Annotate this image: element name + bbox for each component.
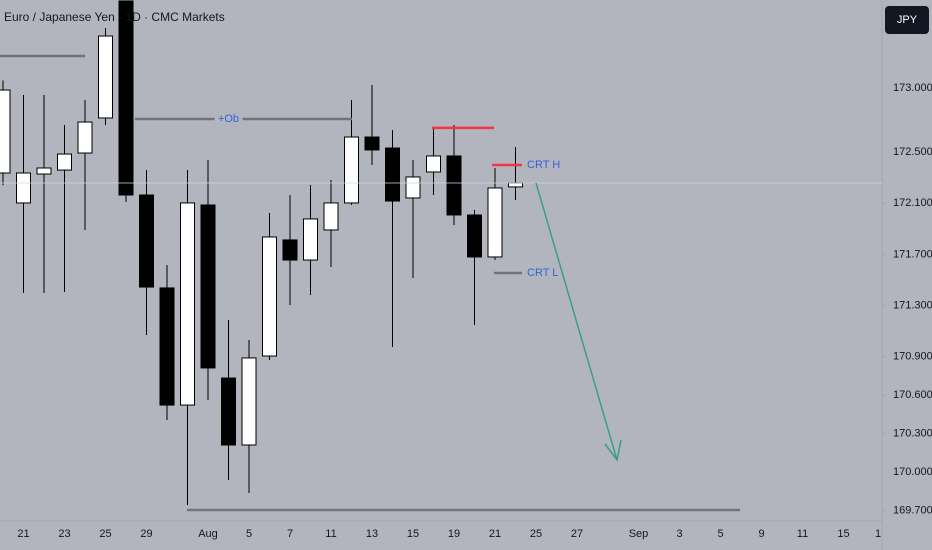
chart-title: Euro / Japanese Yen · 1D · CMC Markets xyxy=(4,10,225,24)
y-tick-label: 171.300 xyxy=(893,300,932,312)
x-tick-label: 11 xyxy=(325,528,336,540)
x-tick-label: 5 xyxy=(246,528,252,540)
x-tick-label: 21 xyxy=(489,528,501,540)
x-tick-label: 21 xyxy=(17,528,29,540)
candle-body xyxy=(364,136,380,151)
candle-body xyxy=(487,187,503,258)
x-tick-label: 7 xyxy=(287,528,293,540)
candle-body xyxy=(344,136,359,204)
x-tick-label: Sep xyxy=(629,528,649,540)
x-tick-label: 5 xyxy=(717,528,723,540)
y-tick-label: 171.700 xyxy=(893,248,932,260)
x-tick-label: 13 xyxy=(366,528,378,540)
candle-body xyxy=(139,194,154,288)
candle-body xyxy=(77,121,93,154)
arrow xyxy=(535,182,622,462)
candle-body xyxy=(385,147,400,202)
candle-body xyxy=(446,155,462,216)
y-tick-label: 170.900 xyxy=(893,351,932,363)
candle-body xyxy=(0,89,11,174)
x-tick-label: Aug xyxy=(198,528,218,540)
candle-body xyxy=(508,182,523,188)
currency-label: JPY xyxy=(897,14,918,26)
y-tick-label: 170.300 xyxy=(893,428,932,440)
candle-body xyxy=(405,176,421,199)
y-tick-label: 170.000 xyxy=(893,466,932,478)
candle-body xyxy=(200,204,216,369)
level-label: +Ob xyxy=(218,113,239,125)
candle-body xyxy=(282,239,298,261)
x-tick-label: 15 xyxy=(407,528,419,540)
x-tick-label: 23 xyxy=(58,528,70,540)
x-tick-label: 25 xyxy=(530,528,542,540)
candle-body xyxy=(36,167,52,175)
x-tick-label: 1 xyxy=(875,528,881,540)
label-bg xyxy=(214,112,243,125)
candle-body xyxy=(467,214,482,258)
plot-area: +Ob CRT H CRT L xyxy=(0,0,882,512)
y-tick-label: 173.000 xyxy=(893,82,932,94)
candle-body xyxy=(98,35,113,119)
candle-body xyxy=(159,287,175,406)
level-label: CRT H xyxy=(527,159,560,171)
x-tick-label: 27 xyxy=(571,528,583,540)
candle-body xyxy=(241,357,257,446)
candle-body xyxy=(323,202,339,231)
candle-body xyxy=(180,202,195,406)
y-tick-label: 169.700 xyxy=(893,504,932,516)
y-tick-label: 170.600 xyxy=(893,389,932,401)
y-tick-label: 172.100 xyxy=(893,197,932,209)
x-tick-label: 9 xyxy=(758,528,764,540)
level-label: CRT L xyxy=(527,267,558,279)
x-tick-label: 11 xyxy=(797,528,808,540)
y-tick-label: 172.500 xyxy=(893,146,932,158)
candle-body xyxy=(303,218,318,261)
x-tick-label: 3 xyxy=(676,528,682,540)
x-tick-label: 25 xyxy=(99,528,111,540)
x-tick-label: 29 xyxy=(140,528,152,540)
x-tick-label: 19 xyxy=(448,528,460,540)
candle-body xyxy=(118,0,134,196)
x-tick-label: 15 xyxy=(837,528,849,540)
candle-body xyxy=(16,172,31,204)
candle-body xyxy=(426,155,441,173)
candle-body xyxy=(262,236,277,357)
currency-badge xyxy=(885,6,929,34)
candle-body xyxy=(221,377,236,446)
candle-body xyxy=(57,153,72,171)
